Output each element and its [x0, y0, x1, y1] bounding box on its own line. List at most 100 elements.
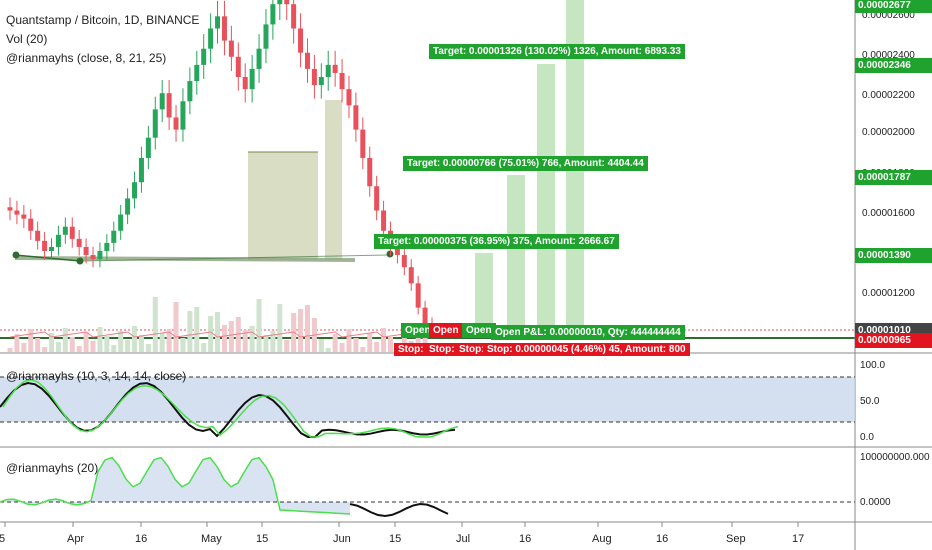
volume-bar — [111, 345, 117, 352]
volume-bar — [277, 304, 283, 352]
volume-bar — [270, 331, 276, 352]
candle-body — [145, 137, 151, 158]
candle-body — [360, 129, 366, 158]
stop-label-1[interactable]: Stop: ( — [394, 343, 434, 356]
ma-label: @rianmayhs (close, 8, 21, 25) — [6, 51, 167, 65]
stop-main-label[interactable]: Stop: 0.00000045 (4.46%) 45, Amount: 800 — [483, 343, 690, 356]
price-tick: 0.00002000 — [862, 127, 915, 138]
candle-body — [83, 246, 89, 256]
volume-bar — [132, 326, 138, 352]
osc-label: @rianmayhs (20) — [6, 461, 99, 475]
open-label-2[interactable]: Open P — [429, 323, 473, 338]
time-tick: Apr — [67, 533, 85, 545]
time-tick: 16 — [519, 533, 532, 545]
volume-bar — [360, 347, 366, 352]
open-label-3[interactable]: Open — [462, 323, 496, 338]
volume-bar — [187, 311, 193, 352]
stoch-tick-50: 50.0 — [860, 396, 880, 407]
price-tick: 0.00001600 — [862, 208, 915, 219]
candle-body — [42, 240, 48, 251]
open-label-1[interactable]: Open — [401, 323, 435, 338]
candle-body — [325, 64, 331, 78]
trendline-1[interactable] — [14, 254, 81, 262]
time-tick: 16 — [656, 533, 669, 545]
candle-body — [394, 246, 400, 256]
candle-body — [256, 48, 262, 69]
candle-body — [187, 81, 193, 102]
price-tick: 0.00001200 — [862, 288, 915, 299]
range-box-2[interactable] — [325, 100, 342, 260]
candle-body — [90, 255, 96, 260]
volume-bar — [90, 341, 96, 352]
stop-label-2[interactable]: Stop: ( — [425, 343, 465, 356]
volume-bar — [42, 347, 48, 352]
price-badge: 0.00002346 — [855, 58, 932, 73]
time-tick: Jul — [456, 533, 471, 545]
volume-bar — [332, 334, 338, 352]
volume-ma — [9, 331, 433, 338]
candle-body — [215, 16, 221, 29]
candle-body — [21, 214, 27, 219]
candle-body — [208, 28, 214, 49]
candle-body — [118, 214, 124, 231]
candle-body — [401, 255, 407, 268]
candle-body — [284, 0, 290, 5]
volume-bar — [76, 346, 82, 352]
target-bar-2 — [507, 175, 525, 333]
trendline-2[interactable] — [79, 254, 391, 262]
volume-bar — [55, 342, 61, 352]
price-tick: 0.00002200 — [862, 90, 915, 101]
time-tick: Sep — [726, 533, 746, 545]
volume-bar — [104, 336, 110, 352]
candle-body — [14, 210, 20, 215]
target-label-2[interactable]: Target: 0.00000766 (75.01%) 766, Amount:… — [403, 156, 648, 171]
candle-body — [304, 52, 310, 69]
volume-bar — [304, 305, 310, 352]
volume-bar — [180, 338, 186, 352]
candle-body — [201, 48, 207, 65]
stoch-label: @rianmayhs (10, 3, 14, 14, close) — [6, 369, 187, 383]
osc-tick-zero: 0.0000 — [860, 497, 891, 508]
volume-bar — [49, 333, 55, 352]
volume-bar — [353, 338, 359, 352]
price-badge: 0.00001787 — [855, 170, 932, 185]
volume-bar — [298, 309, 304, 352]
volume-bar — [221, 325, 227, 352]
volume-bars — [7, 297, 435, 352]
volume-bar — [125, 340, 131, 352]
volume-bar — [35, 338, 41, 352]
candle-body — [235, 56, 241, 78]
volume-bar — [208, 316, 214, 352]
candle-body — [408, 267, 414, 284]
candle-body — [76, 238, 82, 247]
price-badge: 0.00001390 — [855, 248, 932, 263]
volume-bar — [215, 312, 221, 352]
candle-body — [69, 226, 75, 239]
range-box-1[interactable] — [248, 152, 318, 260]
volume-bar — [21, 343, 27, 352]
target-label-1[interactable]: Target: 0.00001326 (130.02%) 1326, Amoun… — [429, 44, 685, 59]
candle-body — [28, 218, 34, 231]
time-tick: 16 — [135, 533, 148, 545]
candle-body — [228, 40, 234, 57]
candle-body — [291, 4, 297, 29]
volume-bar — [118, 331, 124, 352]
volume-bar — [374, 342, 380, 352]
volume-bar — [381, 328, 387, 352]
volume-bar — [249, 326, 255, 352]
volume-bar — [263, 335, 269, 352]
target-label-3[interactable]: Target: 0.00000375 (36.95%) 375, Amount:… — [374, 234, 619, 249]
pivot-dot-1 — [12, 251, 20, 259]
volume-bar — [256, 299, 262, 352]
candle-body — [104, 242, 110, 251]
candle-body — [159, 93, 165, 110]
volume-bar — [69, 337, 75, 352]
candle-body — [346, 89, 352, 106]
volume-bar — [325, 348, 331, 352]
candle-body — [242, 77, 248, 90]
volume-bar — [401, 332, 407, 352]
candle-body — [111, 230, 117, 243]
candle-body — [298, 28, 304, 53]
open-pl-label[interactable]: Open P&L: 0.00000010, Qty: 444444444 — [491, 325, 685, 340]
